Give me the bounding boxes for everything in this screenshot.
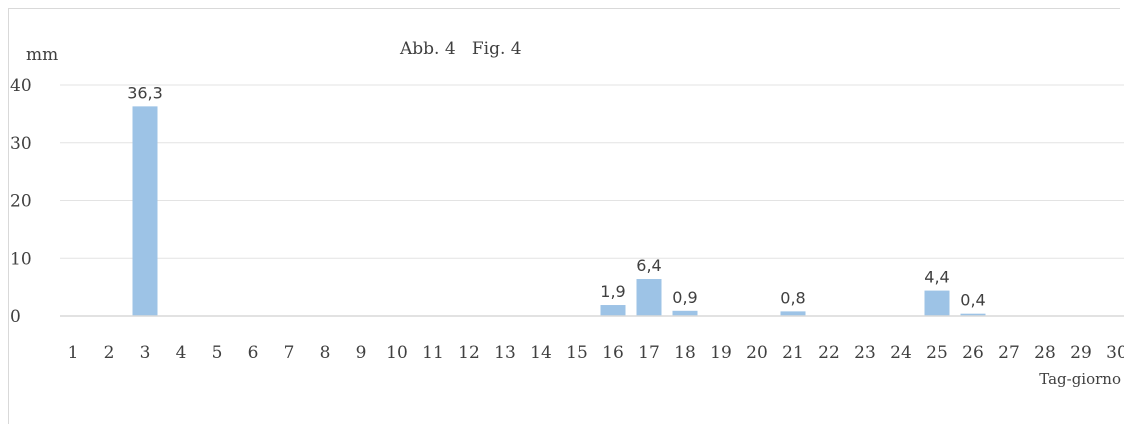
data-labels: 36,3 1,9 6,4 0,9 0,8 4,4 0,4	[127, 83, 986, 309]
x-tick-label: 5	[212, 343, 223, 363]
y-tick-label: 40	[10, 76, 32, 96]
y-tick-label: 30	[10, 134, 32, 154]
x-tick-label: 11	[422, 343, 444, 363]
data-label: 4,4	[924, 268, 949, 287]
x-tick-label: 27	[998, 343, 1020, 363]
x-tick-label: 10	[386, 343, 408, 363]
x-tick-label: 26	[962, 343, 984, 363]
data-label: 0,9	[672, 288, 697, 307]
x-tick-label: 15	[566, 343, 588, 363]
x-tick-label: 1	[68, 343, 79, 363]
x-axis-ticks: 1 2 3 4 5 6 7 8 9 10 11 12 13 14 15 16 17 18 19 20 21 22 23 24 2…	[68, 343, 1124, 363]
bar	[672, 310, 698, 316]
y-tick-label: 20	[10, 192, 32, 212]
data-label: 1,9	[600, 282, 625, 301]
bar	[780, 311, 806, 316]
x-tick-label: 18	[674, 343, 696, 363]
x-tick-label: 17	[638, 343, 660, 363]
y-axis-ticks: 0 10 20 30 40	[10, 76, 32, 327]
data-label: 0,4	[960, 291, 985, 310]
x-tick-label: 12	[458, 343, 480, 363]
x-tick-label: 28	[1034, 343, 1056, 363]
x-tick-label: 7	[284, 343, 295, 363]
bars	[132, 106, 986, 317]
bar	[924, 290, 950, 316]
x-tick-label: 16	[602, 343, 624, 363]
x-tick-label: 6	[248, 343, 259, 363]
x-tick-label: 19	[710, 343, 732, 363]
x-tick-label: 13	[494, 343, 516, 363]
y-tick-label: 0	[10, 307, 21, 327]
data-label: 0,8	[780, 288, 805, 307]
data-label: 6,4	[636, 256, 661, 275]
chart-title: Abb. 4 Fig. 4	[399, 39, 522, 59]
x-tick-label: 24	[890, 343, 912, 363]
x-tick-label: 9	[356, 343, 367, 363]
x-tick-label: 21	[782, 343, 804, 363]
x-tick-label: 29	[1070, 343, 1092, 363]
x-tick-label: 20	[746, 343, 768, 363]
bar	[960, 313, 986, 316]
x-axis-label: Tag-giorno	[1039, 370, 1121, 388]
x-tick-label: 2	[104, 343, 115, 363]
x-tick-label: 14	[530, 343, 552, 363]
x-tick-label: 4	[176, 343, 187, 363]
x-tick-label: 23	[854, 343, 876, 363]
data-label: 36,3	[127, 83, 163, 102]
bar	[600, 305, 626, 316]
x-tick-label: 3	[140, 343, 151, 363]
x-tick-label: 25	[926, 343, 948, 363]
x-tick-label: 22	[818, 343, 840, 363]
chart-frame	[8, 8, 1120, 424]
grid-lines	[60, 84, 1124, 259]
x-tick-label: 30	[1106, 343, 1124, 363]
bar	[132, 106, 158, 317]
bar	[636, 279, 662, 316]
y-tick-label: 10	[10, 249, 32, 269]
x-tick-label: 8	[320, 343, 331, 363]
y-axis-label: mm	[26, 45, 58, 65]
